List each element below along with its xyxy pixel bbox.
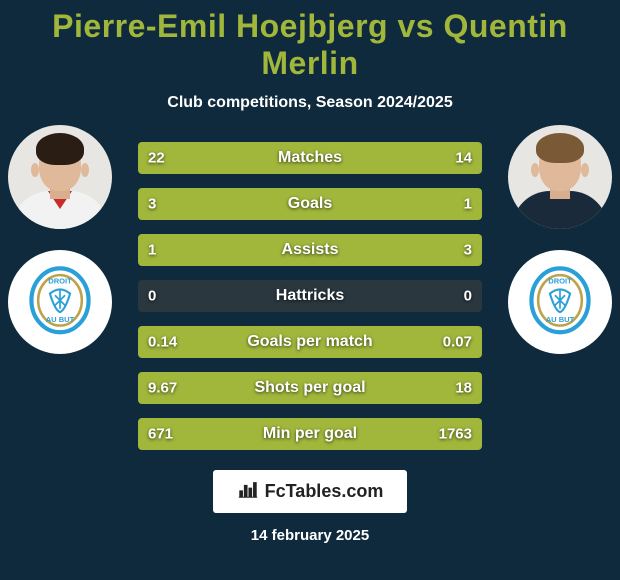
stat-bar-left	[138, 188, 396, 220]
stat-row: 1 3 Assists	[138, 234, 482, 266]
page-subtitle: Club competitions, Season 2024/2025	[10, 94, 610, 112]
footer-date: 14 february 2025	[251, 527, 369, 544]
stat-bar-right	[224, 234, 482, 266]
stat-label: Shots per goal	[254, 379, 365, 397]
stat-label: Min per goal	[263, 425, 357, 443]
player-left-avatar	[8, 125, 112, 229]
stat-value-left: 0.14	[148, 334, 177, 351]
stat-label: Goals per match	[247, 333, 372, 351]
chart-icon	[237, 478, 259, 505]
player-right-avatar	[508, 125, 612, 229]
footer: FcTables.com 14 february 2025	[10, 470, 610, 544]
svg-text:DROIT: DROIT	[48, 277, 72, 286]
stat-value-left: 9.67	[148, 380, 177, 397]
stat-value-left: 22	[148, 150, 165, 167]
stat-label: Assists	[282, 241, 339, 259]
fctables-logo: FcTables.com	[213, 470, 408, 513]
svg-text:DROIT: DROIT	[548, 277, 572, 286]
club-right-logo: DROIT AU BUT	[508, 250, 612, 354]
stat-value-left: 671	[148, 426, 173, 443]
stat-value-right: 0	[464, 288, 472, 305]
stat-value-right: 18	[455, 380, 472, 397]
stat-value-left: 3	[148, 196, 156, 213]
comparison-infographic: Pierre-Emil Hoejbjerg vs Quentin Merlin …	[0, 0, 620, 580]
stat-row: 0 0 Hattricks	[138, 280, 482, 312]
stat-label: Matches	[278, 149, 342, 167]
stat-value-right: 14	[455, 150, 472, 167]
stat-label: Hattricks	[276, 287, 344, 305]
stat-value-right: 1763	[439, 426, 472, 443]
stat-value-left: 1	[148, 242, 156, 259]
page-title: Pierre-Emil Hoejbjerg vs Quentin Merlin	[10, 8, 610, 82]
club-left-logo: DROIT AU BUT	[8, 250, 112, 354]
svg-text:AU BUT: AU BUT	[46, 315, 75, 324]
comparison-bars: 22 14 Matches 3 1 Goals 1 3 Assists 0 0 Hattricks 0.…	[138, 142, 482, 450]
stat-row: 3 1 Goals	[138, 188, 482, 220]
stat-value-right: 0.07	[443, 334, 472, 351]
stat-row: 0.14 0.07 Goals per match	[138, 326, 482, 358]
stat-value-right: 1	[464, 196, 472, 213]
stat-row: 671 1763 Min per goal	[138, 418, 482, 450]
stat-value-left: 0	[148, 288, 156, 305]
svg-text:AU BUT: AU BUT	[546, 315, 575, 324]
fctables-logo-text: FcTables.com	[265, 481, 384, 502]
stat-row: 9.67 18 Shots per goal	[138, 372, 482, 404]
stat-label: Goals	[288, 195, 332, 213]
stat-value-right: 3	[464, 242, 472, 259]
stat-row: 22 14 Matches	[138, 142, 482, 174]
